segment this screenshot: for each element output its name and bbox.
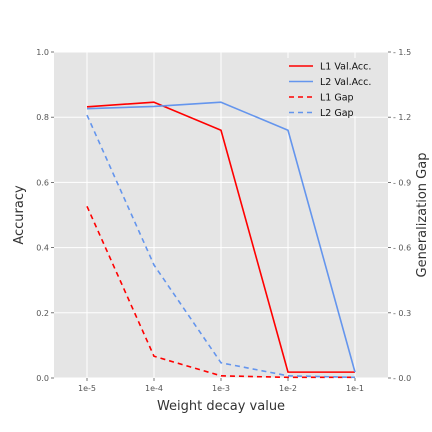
y2-axis-ticks: - 0.0 - 0.3 - 0.6 - 0.9 - 1.2 - 1.5 (388, 48, 411, 383)
x-axis-label: Weight decay value (157, 399, 285, 414)
y2-tick-label: - 0.3 (393, 309, 411, 318)
series-line-l2-val-acc (86, 101, 356, 373)
y-tick-label: 0.2 (36, 309, 49, 318)
y2-axis-label: Generalization Gap (415, 153, 430, 278)
x-tick-label: 1e-2 (279, 384, 297, 393)
y-tick-label: 0.8 (36, 113, 49, 122)
legend-label: L2 Val.Acc. (320, 77, 371, 88)
series-line-l1-val-acc (86, 101, 355, 373)
y2-tick-label: - 1.2 (393, 113, 411, 122)
x-tick-label: 1e-1 (346, 384, 364, 393)
x-axis-ticks: 1e-5 1e-4 1e-3 1e-2 1e-1 (78, 378, 364, 393)
y2-tick-label: - 0.9 (393, 178, 411, 187)
series-layer (86, 101, 356, 379)
x-tick-label: 1e-4 (145, 384, 163, 393)
legend-label: L2 Gap (320, 108, 354, 119)
y2-tick-label: - 0.0 (393, 374, 411, 383)
y2-tick-label: - 1.5 (393, 48, 411, 57)
legend-box (286, 58, 384, 116)
y-tick-label: 1.0 (36, 48, 49, 57)
series-line-l2-gap (86, 114, 356, 379)
y2-tick-label: - 0.6 (393, 244, 411, 253)
x-tick-label: 1e-3 (212, 384, 230, 393)
y-tick-label: 0.6 (36, 178, 49, 187)
y-axis-ticks: 0.0 0.2 0.4 0.6 0.8 1.0 (36, 48, 54, 383)
legend-label: L1 Val.Acc. (320, 62, 371, 73)
series-line-l1-gap (86, 205, 355, 379)
legend-label: L1 Gap (320, 93, 354, 104)
y-axis-label: Accuracy (12, 185, 27, 245)
legend: L1 Val.Acc. L2 Val.Acc. L1 Gap L2 Gap (286, 58, 384, 119)
y-tick-label: 0.0 (36, 374, 49, 383)
x-tick-label: 1e-5 (78, 384, 96, 393)
y-tick-label: 0.4 (36, 244, 49, 253)
